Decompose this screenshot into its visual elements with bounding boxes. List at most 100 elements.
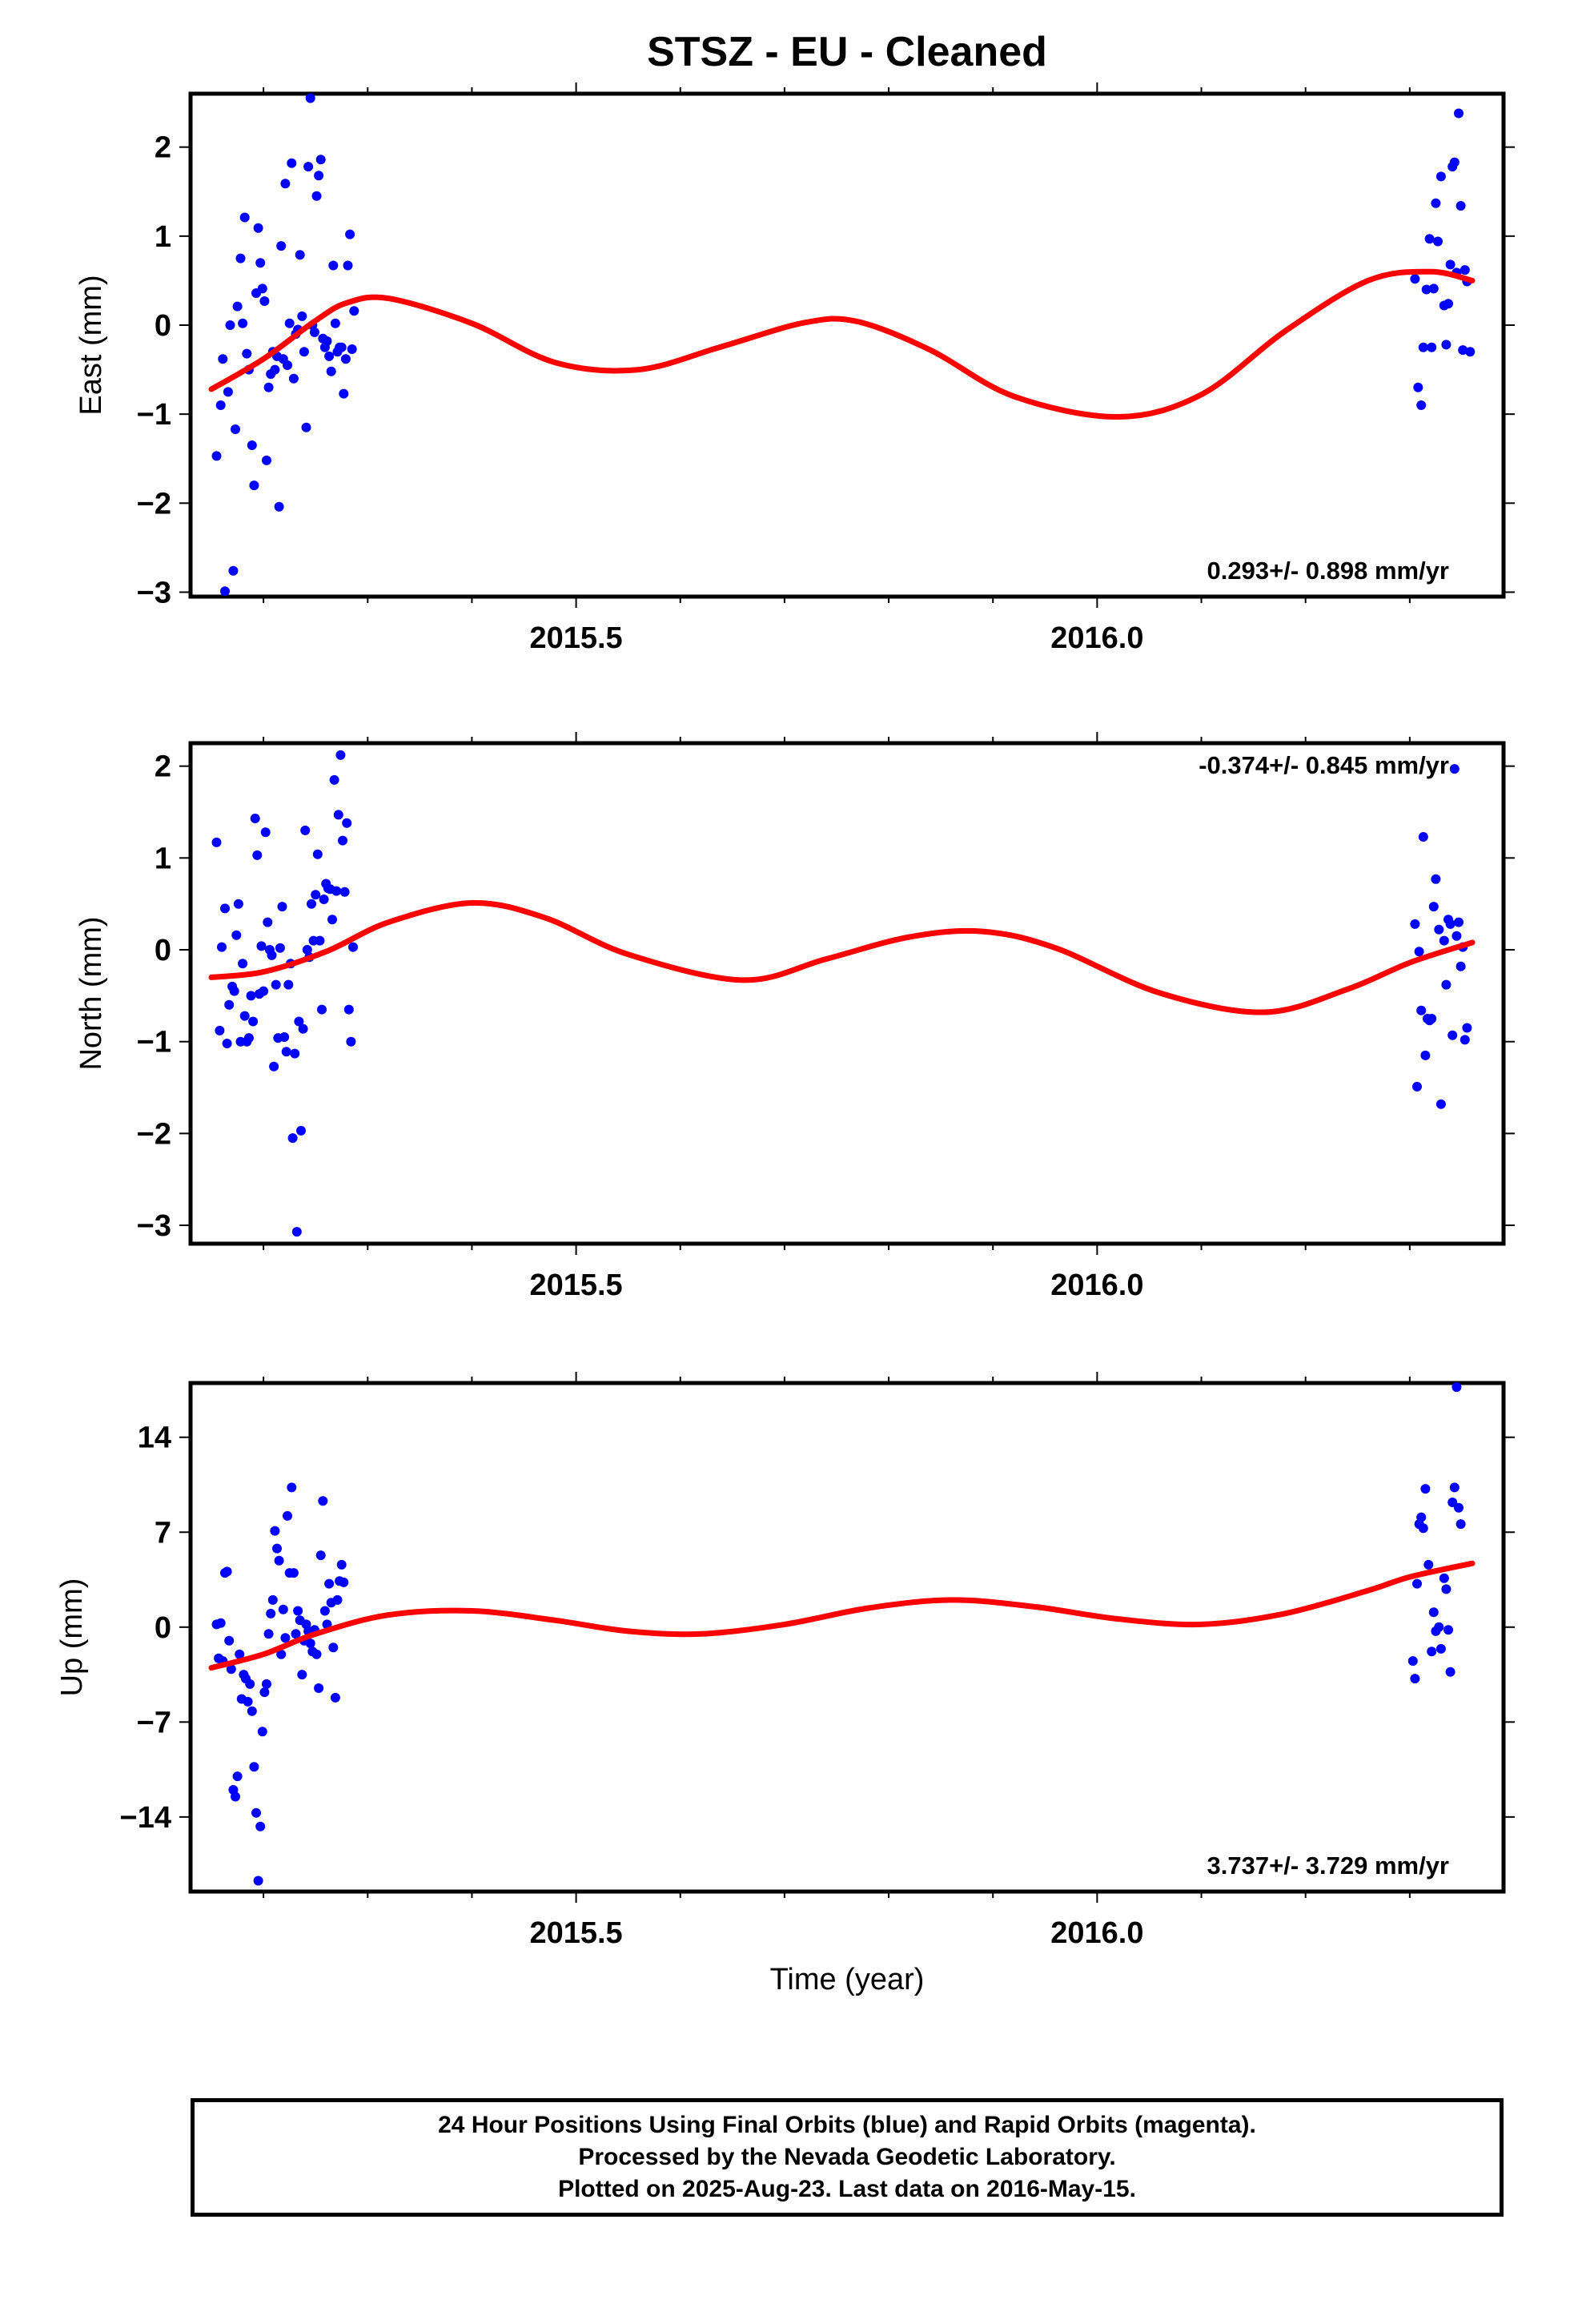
data-point <box>270 364 280 375</box>
data-point <box>1460 1035 1470 1045</box>
data-point <box>346 1036 356 1047</box>
data-point <box>1431 874 1441 884</box>
data-point <box>343 260 353 271</box>
data-point <box>297 311 307 321</box>
data-point <box>1435 171 1446 182</box>
caption-line: Plotted on 2025-Aug-23. Last data on 201… <box>558 2176 1136 2202</box>
data-point <box>294 1016 304 1027</box>
data-point <box>283 1510 292 1521</box>
y-tick-label: −14 <box>120 1801 171 1835</box>
data-point <box>1452 931 1462 941</box>
data-point <box>249 1762 259 1772</box>
data-point <box>1412 1081 1422 1092</box>
data-point <box>277 902 287 912</box>
data-point <box>330 1692 340 1703</box>
data-point <box>284 318 295 328</box>
data-point <box>269 1061 279 1072</box>
data-point <box>215 1025 225 1035</box>
data-point <box>1441 340 1452 350</box>
caption-box: 24 Hour Positions Using Final Orbits (bl… <box>191 2098 1504 2217</box>
y-axis-label: East (mm) <box>74 275 108 415</box>
data-point <box>217 942 227 952</box>
data-point <box>272 1543 282 1554</box>
y-tick-label: 0 <box>155 309 171 343</box>
data-point <box>339 1577 349 1587</box>
x-tick-label: 2015.5 <box>529 1269 622 1302</box>
data-point <box>271 979 281 990</box>
data-point <box>330 318 340 328</box>
data-point <box>296 1125 306 1136</box>
data-point <box>220 903 230 914</box>
data-point <box>245 1679 255 1689</box>
data-point <box>318 1496 328 1506</box>
data-point <box>228 565 239 576</box>
data-point <box>311 890 321 900</box>
data-point <box>1439 1573 1449 1583</box>
data-point <box>251 1807 261 1818</box>
x-tick-label: 2016.0 <box>1050 621 1143 655</box>
data-point <box>339 887 350 897</box>
data-point <box>347 344 357 354</box>
rate-label: 0.293+/- 0.898 mm/yr <box>1207 557 1449 585</box>
data-point <box>1435 1099 1446 1109</box>
y-tick-label: 7 <box>155 1516 171 1550</box>
data-point <box>305 1638 315 1649</box>
data-point <box>1456 201 1466 211</box>
data-point <box>1428 283 1439 294</box>
data-point <box>242 348 252 359</box>
data-point <box>274 501 284 512</box>
data-point <box>331 886 342 896</box>
data-point <box>1428 902 1439 912</box>
data-point <box>1456 1519 1466 1530</box>
data-point <box>291 1629 301 1639</box>
data-point <box>1454 108 1464 119</box>
data-point <box>280 1633 291 1643</box>
data-point <box>1421 284 1431 295</box>
data-point <box>293 1606 303 1616</box>
data-point <box>256 941 267 951</box>
data-point <box>257 1727 267 1737</box>
data-point <box>267 1594 278 1605</box>
data-point <box>288 373 299 384</box>
data-point <box>1423 1559 1434 1570</box>
data-point <box>222 1566 232 1577</box>
data-point <box>215 400 226 410</box>
data-point <box>311 1649 322 1659</box>
data-point <box>283 360 292 370</box>
y-tick-label: 1 <box>155 842 171 875</box>
data-point <box>235 253 246 263</box>
data-point <box>276 1649 287 1659</box>
data-point <box>1456 961 1466 971</box>
y-tick-label: −2 <box>137 487 171 521</box>
data-point <box>1460 265 1470 275</box>
y-tick-label: 0 <box>155 1611 171 1645</box>
y-tick-label: −3 <box>137 576 171 609</box>
data-point <box>1427 342 1437 352</box>
data-point <box>260 827 271 838</box>
data-point <box>1454 917 1464 927</box>
data-point <box>315 1550 326 1561</box>
data-point <box>257 283 267 294</box>
data-point <box>1427 1647 1437 1657</box>
data-point <box>238 959 248 969</box>
data-point <box>349 306 359 316</box>
data-point <box>295 250 305 260</box>
data-point <box>270 1526 280 1536</box>
data-point <box>1465 347 1476 357</box>
data-point <box>329 774 339 785</box>
data-point <box>317 1004 327 1015</box>
data-point <box>225 320 235 330</box>
data-point <box>266 1608 276 1618</box>
data-point <box>307 899 316 909</box>
y-tick-label: 14 <box>138 1421 171 1455</box>
data-point <box>1418 832 1428 842</box>
data-point <box>1433 236 1443 247</box>
data-point <box>1410 1674 1420 1684</box>
data-point <box>1458 345 1468 356</box>
data-point <box>247 1706 257 1716</box>
data-point <box>309 327 319 337</box>
data-point <box>263 382 274 392</box>
data-point <box>339 388 349 399</box>
y-tick-label: −1 <box>137 398 171 432</box>
y-tick-label: 0 <box>155 934 171 967</box>
